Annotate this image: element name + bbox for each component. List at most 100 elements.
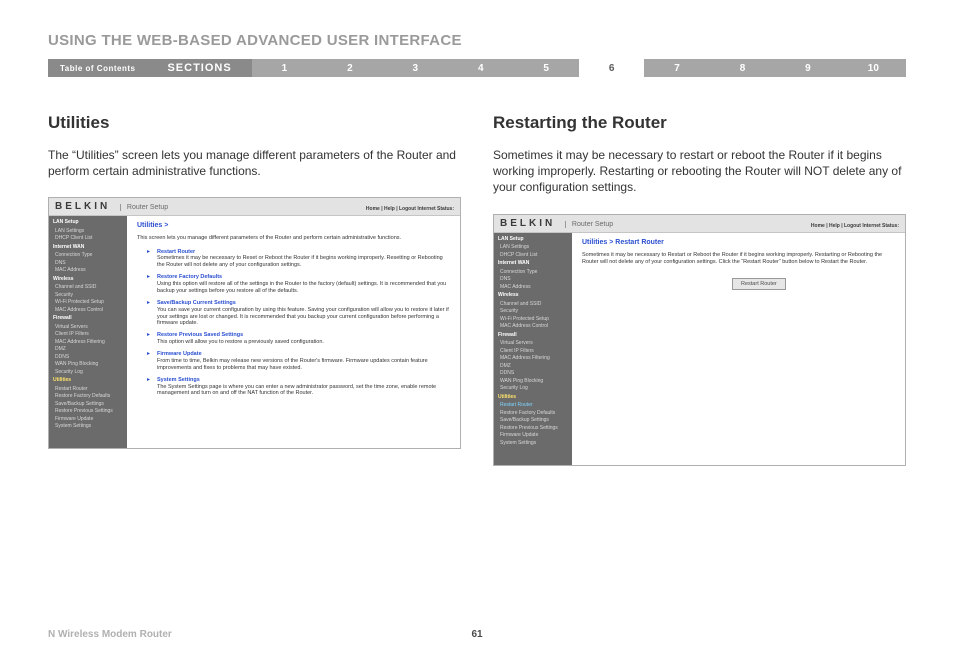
nav-section-2[interactable]: 2 xyxy=(317,59,382,77)
sidebar-item[interactable]: MAC Address xyxy=(49,267,127,275)
sidebar-item[interactable]: LAN Settings xyxy=(494,244,572,252)
nav-section-4[interactable]: 4 xyxy=(448,59,513,77)
content-columns: Utilities The “Utilities” screen lets yo… xyxy=(48,113,906,466)
sidebar-item[interactable]: DHCP Client List xyxy=(494,252,572,260)
nav-toc[interactable]: Table of Contents xyxy=(48,59,147,77)
sidebar-item[interactable]: Restore Previous Settings xyxy=(49,408,127,416)
restart-heading: Restarting the Router xyxy=(493,113,906,133)
sidebar-item[interactable]: Security xyxy=(494,308,572,316)
sidebar-item[interactable]: Firewall xyxy=(494,331,572,341)
sidebar-item[interactable]: Wi-Fi Protected Setup xyxy=(49,299,127,307)
sidebar-item[interactable]: Security Log xyxy=(49,369,127,377)
sidebar-item[interactable]: Restart Router xyxy=(49,386,127,394)
utilities-screenshot: BELKIN Router Setup Home | Help | Logout… xyxy=(48,197,461,449)
sidebar-item[interactable]: Restart Router xyxy=(494,402,572,410)
sidebar-item[interactable]: MAC Address xyxy=(494,284,572,292)
sidebar-item[interactable]: Client IP Filters xyxy=(49,331,127,339)
sidebar-item[interactable]: Wireless xyxy=(494,291,572,301)
restart-router-button[interactable]: Restart Router xyxy=(732,278,786,290)
sidebar-item[interactable]: Save/Backup Settings xyxy=(494,417,572,425)
sidebar-item[interactable]: Wireless xyxy=(49,275,127,285)
intro-text: Sometimes it may be necessary to Restart… xyxy=(582,252,895,266)
sidebar-item[interactable]: Security Log xyxy=(494,385,572,393)
list-item-desc: Using this option will restore all of th… xyxy=(157,281,446,294)
list-item-title[interactable]: System Settings xyxy=(157,377,450,384)
sidebar-item[interactable]: Channel and SSID xyxy=(49,284,127,292)
list-item-title[interactable]: Firmware Update xyxy=(157,351,450,358)
sidebar-item[interactable]: Firmware Update xyxy=(49,416,127,424)
sidebar-item[interactable]: Firewall xyxy=(49,314,127,324)
section-nav: Table of Contents SECTIONS 1 2 3 4 5 6 7… xyxy=(48,59,906,77)
sidebar-item[interactable]: Restore Factory Defaults xyxy=(49,393,127,401)
sidebar-item[interactable]: Virtual Servers xyxy=(49,324,127,332)
nav-section-7[interactable]: 7 xyxy=(644,59,709,77)
sidebar-item[interactable]: LAN Setup xyxy=(494,235,572,245)
sidebar-item[interactable]: WAN Ping Blocking xyxy=(49,361,127,369)
sidebar-item[interactable]: DDNS xyxy=(49,354,127,362)
header-links[interactable]: Home | Help | Logout Internet Status: xyxy=(366,206,454,212)
sidebar-item[interactable]: System Settings xyxy=(494,440,572,448)
sidebar-item[interactable]: Restore Previous Settings xyxy=(494,425,572,433)
sidebar-item[interactable]: System Settings xyxy=(49,423,127,431)
list-item: Restore Factory DefaultsUsing this optio… xyxy=(157,274,450,295)
list-item: System SettingsThe System Settings page … xyxy=(157,377,450,398)
left-column: Utilities The “Utilities” screen lets yo… xyxy=(48,113,461,466)
nav-section-9[interactable]: 9 xyxy=(775,59,840,77)
sidebar-item[interactable]: WAN Ping Blocking xyxy=(494,378,572,386)
nav-section-10[interactable]: 10 xyxy=(841,59,906,77)
header-links[interactable]: Home | Help | Logout Internet Status: xyxy=(811,223,899,229)
nav-section-3[interactable]: 3 xyxy=(383,59,448,77)
sidebar-item[interactable]: Restore Factory Defaults xyxy=(494,410,572,418)
sidebar-item[interactable]: LAN Setup xyxy=(49,218,127,228)
utilities-heading: Utilities xyxy=(48,113,461,133)
nav-sections-label: SECTIONS xyxy=(147,59,251,77)
breadcrumb[interactable]: Utilities > xyxy=(137,222,450,229)
sidebar-item[interactable]: MAC Address Control xyxy=(49,307,127,315)
sidebar-item[interactable]: DMZ xyxy=(494,363,572,371)
list-item-title[interactable]: Restart Router xyxy=(157,249,450,256)
sidebar-item[interactable]: Wi-Fi Protected Setup xyxy=(494,316,572,324)
list-item-title[interactable]: Save/Backup Current Settings xyxy=(157,300,450,307)
list-item-title[interactable]: Restore Factory Defaults xyxy=(157,274,450,281)
sidebar-item[interactable]: DMZ xyxy=(49,346,127,354)
shot-sidebar-right: LAN SetupLAN SettingsDHCP Client ListInt… xyxy=(494,233,572,465)
list-item-desc: This option will allow you to restore a … xyxy=(157,339,324,345)
sidebar-item[interactable]: MAC Address Filtering xyxy=(49,339,127,347)
sidebar-item[interactable]: DNS xyxy=(494,276,572,284)
sidebar-item[interactable]: MAC Address Filtering xyxy=(494,355,572,363)
sidebar-item[interactable]: Virtual Servers xyxy=(494,340,572,348)
sidebar-item[interactable]: Internet WAN xyxy=(49,243,127,253)
list-item: Firmware UpdateFrom time to time, Belkin… xyxy=(157,351,450,372)
sidebar-item[interactable]: DNS xyxy=(49,260,127,268)
nav-section-5[interactable]: 5 xyxy=(513,59,578,77)
sidebar-item[interactable]: MAC Address Control xyxy=(494,323,572,331)
sidebar-item[interactable]: Firmware Update xyxy=(494,432,572,440)
list-item-title[interactable]: Restore Previous Saved Settings xyxy=(157,332,450,339)
sidebar-item[interactable]: Connection Type xyxy=(49,252,127,260)
sidebar-item[interactable]: DDNS xyxy=(494,370,572,378)
page-title: USING THE WEB-BASED ADVANCED USER INTERF… xyxy=(48,32,906,49)
utilities-desc: The “Utilities” screen lets you manage d… xyxy=(48,147,461,179)
nav-section-6[interactable]: 6 xyxy=(579,59,644,77)
nav-section-1[interactable]: 1 xyxy=(252,59,317,77)
sidebar-item[interactable]: Utilities xyxy=(494,393,572,403)
sidebar-item[interactable]: LAN Settings xyxy=(49,228,127,236)
sidebar-item[interactable]: Save/Backup Settings xyxy=(49,401,127,409)
right-column: Restarting the Router Sometimes it may b… xyxy=(493,113,906,466)
sidebar-item[interactable]: Internet WAN xyxy=(494,259,572,269)
list-item-desc: Sometimes it may be necessary to Reset o… xyxy=(157,255,443,268)
sidebar-item[interactable]: Utilities xyxy=(49,376,127,386)
sidebar-item[interactable]: DHCP Client List xyxy=(49,235,127,243)
nav-section-8[interactable]: 8 xyxy=(710,59,775,77)
list-item-desc: From time to time, Belkin may release ne… xyxy=(157,358,428,371)
brand-logo: BELKIN xyxy=(500,218,555,229)
sidebar-item[interactable]: Channel and SSID xyxy=(494,301,572,309)
breadcrumb[interactable]: Utilities > Restart Router xyxy=(582,239,895,246)
sidebar-item[interactable]: Security xyxy=(49,292,127,300)
sidebar-item[interactable]: Connection Type xyxy=(494,269,572,277)
restart-desc: Sometimes it may be necessary to restart… xyxy=(493,147,906,196)
list-item-desc: The System Settings page is where you ca… xyxy=(157,384,436,397)
list-item: Restart RouterSometimes it may be necess… xyxy=(157,249,450,270)
sidebar-item[interactable]: Client IP Filters xyxy=(494,348,572,356)
shot-content-left: Utilities > This screen lets you manage … xyxy=(127,216,460,448)
